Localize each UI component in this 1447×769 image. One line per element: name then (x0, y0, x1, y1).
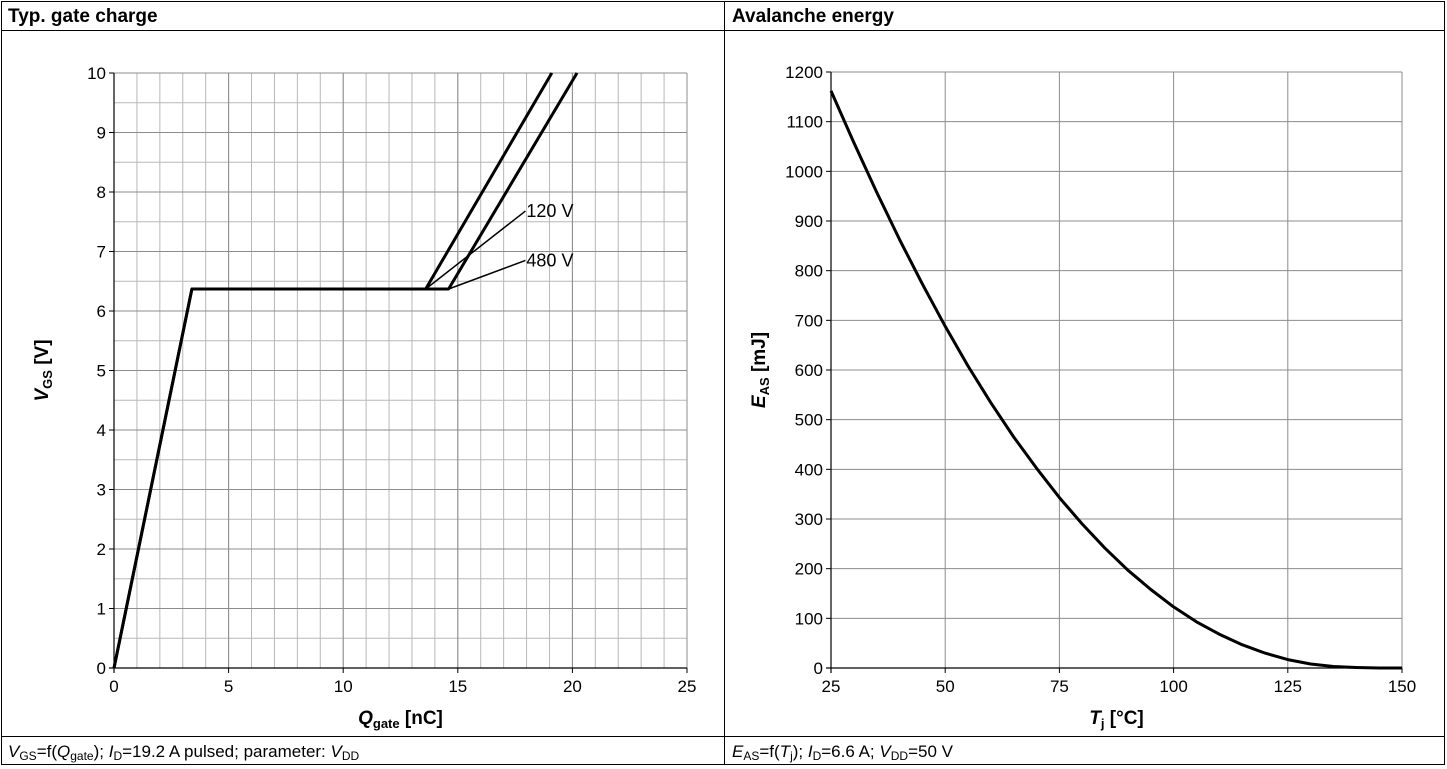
y-tick-label: 2 (97, 540, 106, 559)
y-tick-label: 7 (97, 243, 106, 262)
y-tick-label: 0 (814, 659, 823, 678)
y-tick-label: 8 (97, 183, 106, 202)
x-tick-label: 10 (334, 677, 353, 696)
y-tick-label: 400 (795, 460, 823, 479)
caption-rule (2, 736, 1444, 737)
y-tick-label: 900 (795, 212, 823, 231)
x-tick-label: 150 (1388, 677, 1416, 696)
title-rule (2, 30, 1444, 31)
y-tick-label: 1000 (785, 162, 823, 181)
series-line-1 (829, 90, 1402, 670)
annotation-label: 120 V (526, 201, 573, 221)
x-tick-label: 125 (1274, 677, 1302, 696)
y-tick-label: 1100 (786, 113, 823, 132)
y-axis-title: EAS [mJ] (749, 332, 772, 408)
x-axis-title: Tj [°C] (1089, 708, 1144, 731)
y-tick-label: 1 (97, 600, 106, 619)
x-tick-label: 25 (822, 677, 841, 696)
series-line-2 (112, 72, 579, 669)
annotation-label: 480 V (526, 250, 573, 270)
x-tick-label: 0 (109, 677, 118, 696)
y-tick-label: 1200 (785, 63, 823, 82)
panel-divider (724, 2, 725, 764)
x-tick-label: 100 (1159, 677, 1187, 696)
y-tick-label: 200 (795, 560, 823, 579)
chart-1: 0 5 10 15 20 25 0 1 2 3 4 5 6 7 8 9 10 Qgate [nC] VGS [V] 1… (32, 64, 696, 731)
right-panel-caption: EAS=f(Tj); ID=6.6 A; VDD=50 V (732, 742, 953, 763)
x-tick-label: 15 (448, 677, 467, 696)
chart-2: 25 50 75 100 125 150 0 100 200 300 400 500 600 700 800… (749, 63, 1416, 731)
y-tick-label: 800 (795, 262, 823, 281)
y-tick-label: 5 (97, 362, 106, 381)
y-tick-label: 600 (795, 361, 823, 380)
x-axis-title: Qgate [nC] (358, 708, 443, 731)
left-panel-title: Typ. gate charge (8, 6, 158, 27)
y-tick-label: 10 (87, 64, 106, 83)
y-tick-label: 9 (97, 124, 106, 143)
annotation-leader (425, 210, 526, 290)
y-tick-label: 6 (97, 302, 106, 321)
right-panel-title: Avalanche energy (732, 6, 894, 27)
x-tick-label: 50 (936, 677, 955, 696)
y-tick-label: 500 (795, 411, 823, 430)
y-axis-title: VGS [V] (32, 339, 55, 401)
y-tick-label: 300 (795, 510, 823, 529)
x-tick-label: 20 (563, 677, 582, 696)
x-tick-label: 25 (678, 677, 697, 696)
y-tick-label: 100 (795, 609, 823, 628)
y-tick-label: 4 (97, 421, 106, 440)
y-tick-label: 700 (795, 311, 823, 330)
x-tick-label: 75 (1050, 677, 1069, 696)
y-tick-label: 3 (97, 481, 106, 500)
x-tick-label: 5 (224, 677, 233, 696)
annotation-leader (448, 259, 526, 290)
y-tick-label: 0 (97, 659, 106, 678)
left-panel-caption: VGS=f(Qgate); ID=19.2 A pulsed; paramete… (8, 742, 360, 763)
